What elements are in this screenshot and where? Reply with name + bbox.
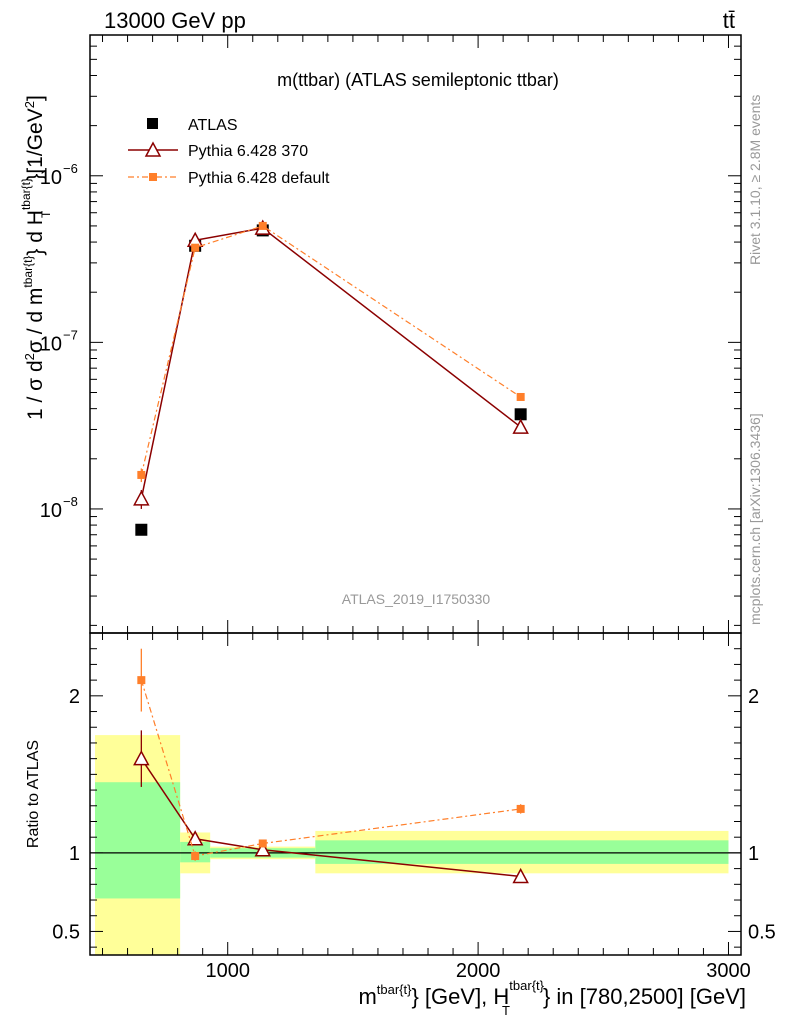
band-inner [315, 840, 729, 864]
ratio-point-pythia_default [258, 839, 267, 848]
main-data-layer [133, 219, 529, 536]
main-ytick-exponent: −6 [63, 161, 78, 176]
ratio-xtick-label: 1000 [205, 960, 250, 982]
legend-label-atlas: ATLAS [188, 117, 238, 134]
main-ylabel-text: 1 / σ d2σ / d mtbar{t}} d Htbar{t}T}[1/G… [19, 95, 53, 420]
ratio-point-pythia_default [137, 676, 146, 685]
series-line-pythia_default [140, 225, 521, 476]
ratio-ylabel-text: Ratio to ATLAS [25, 740, 42, 848]
plot-title: m(ttbar) (ATLAS semileptonic ttbar) [277, 70, 559, 90]
data-point-atlas [135, 523, 148, 536]
collision-label: 13000 GeV pp [104, 8, 246, 33]
data-point-pythia_default [137, 470, 146, 479]
main-ytick-label: 10 [40, 500, 62, 522]
main-ylabel: 1 / σ d2σ / d mtbar{t}} d Htbar{t}T}[1/G… [19, 95, 53, 420]
ratio-data-layer [133, 648, 529, 884]
data-point-pythia370 [133, 490, 150, 506]
legend-label-pythia-default: Pythia 6.428 default [188, 170, 330, 187]
data-point-pythia370 [512, 418, 529, 434]
main-ytick-exponent: −8 [63, 494, 78, 509]
mcplots-label-text: mcplots.cern.ch [arXiv:1306.3436] [747, 413, 763, 625]
series-line-pythia370 [140, 227, 522, 499]
xlabel: mtbar{t}} [GeV], Htbar{t} T} in [780,2500… [358, 978, 746, 1018]
legend-label-pythia370: Pythia 6.428 370 [188, 143, 308, 160]
main-ytick-label: 10 [40, 167, 62, 189]
band-inner [95, 782, 181, 899]
data-point-atlas [514, 408, 527, 421]
ratio-panel: 1000 2000 3000 0.5 0.5 1 1 2 2 Ratio to ATLAS [25, 632, 776, 982]
ratio-point-pythia_default [516, 804, 525, 813]
ratio-ytick-label: 1 [69, 843, 80, 865]
data-point-pythia_default [258, 221, 267, 230]
ratio-ytick-label-right: 1 [748, 843, 759, 865]
analysis-watermark: ATLAS_2019_I1750330 [342, 591, 491, 607]
ratio-point-pythia_default [191, 852, 200, 861]
ratio-ytick-label-right: 2 [748, 686, 759, 708]
mcplots-label: mcplots.cern.ch [arXiv:1306.3436] [747, 413, 763, 625]
ratio-point-pythia370 [133, 750, 150, 766]
ratio-xtick-label: 2000 [456, 960, 501, 982]
main-ytick-exponent: −7 [63, 327, 78, 342]
main-axis-ticks: 10−810−710−6 [40, 34, 741, 633]
ratio-line-pythia_default [140, 679, 521, 857]
process-label: tt̄ [723, 8, 735, 33]
legend-marker-atlas [147, 118, 158, 129]
ratio-axis-ticks: 1000 2000 3000 0.5 0.5 1 1 2 2 [52, 633, 776, 982]
ratio-ytick-label-right: 0.5 [748, 921, 776, 943]
ratio-point-pythia370 [186, 830, 204, 846]
data-point-pythia_default [516, 392, 525, 401]
ratio-line-pythia370 [140, 758, 521, 878]
ratio-point-pythia370 [512, 867, 529, 884]
ratio-ytick-label: 2 [69, 686, 80, 708]
main-ytick-label: 10 [40, 333, 62, 355]
ratio-ylabel: Ratio to ATLAS [25, 740, 42, 848]
ratio-xtick-label: 3000 [706, 960, 751, 982]
rivet-label-text: Rivet 3.1.10, ≥ 2.8M events [747, 95, 763, 265]
ratio-point-pythia370 [254, 841, 272, 857]
main-panel: 10−810−710−6 m(ttbar) (ATLAS semileptoni… [19, 34, 742, 634]
legend: ATLAS Pythia 6.428 370 Pythia 6.428 defa… [128, 117, 330, 187]
ratio-ytick-label: 0.5 [52, 921, 80, 943]
legend-marker-pythia-default [149, 173, 157, 181]
rivet-label: Rivet 3.1.10, ≥ 2.8M events [747, 95, 763, 265]
legend-marker-pythia370 [144, 141, 162, 157]
data-point-pythia_default [191, 243, 200, 252]
ratio-frame [89, 632, 742, 956]
